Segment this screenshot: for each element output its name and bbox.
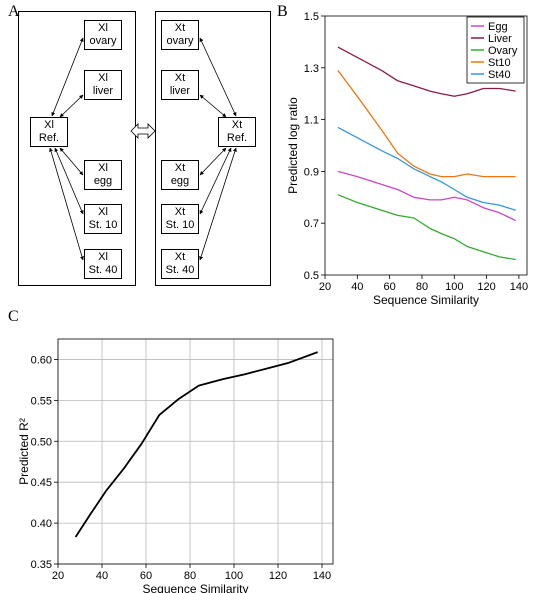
x-tick-label: 140 [313, 570, 331, 582]
x-tick-label: 140 [510, 281, 528, 293]
x-tick-label: 60 [384, 281, 396, 293]
node-xt-ref: Xt Ref. [218, 117, 256, 147]
y-axis-title: Predicted R² [17, 418, 31, 485]
node-xl-ovary: Xl ovary [84, 20, 122, 50]
series-line-st10 [337, 70, 516, 178]
x-tick-label: 80 [416, 281, 428, 293]
plot-frame [57, 338, 334, 565]
x-tick-label: 100 [225, 570, 243, 582]
xt-group-box [155, 11, 271, 286]
y-tick-label: 0.9 [304, 166, 319, 178]
node-xt-liver: Xt liver [161, 70, 199, 100]
legend-label-st10: St10 [488, 57, 511, 69]
series-line-liver [337, 46, 516, 97]
x-axis-title: Sequence Similarity [373, 293, 479, 307]
node-xt-st10: Xt St. 10 [161, 204, 199, 234]
x-tick-label: 100 [445, 281, 463, 293]
y-tick-label: 0.35 [31, 559, 52, 571]
y-tick-label: 1.5 [304, 11, 319, 23]
xl-group-box [18, 11, 136, 286]
x-axis-title: Sequence Similarity [142, 582, 248, 593]
y-tick-label: 0.45 [31, 477, 52, 489]
hollow-double-arrow-icon [130, 123, 156, 139]
series-line-st40 [337, 126, 516, 211]
panel-label-b: B [277, 3, 288, 20]
y-tick-label: 0.40 [31, 518, 52, 530]
legend-label-egg: Egg [488, 21, 508, 33]
y-tick-label: 1.3 [304, 63, 319, 75]
node-xt-ovary: Xt ovary [161, 20, 199, 50]
legend-label-ovary: Ovary [488, 45, 518, 57]
y-axis-title: Predicted log ratio [286, 97, 300, 194]
y-tick-label: 0.60 [31, 354, 52, 366]
arrow-xt-ref-ovary [199, 37, 237, 117]
node-xt-st40: Xt St. 40 [161, 249, 199, 279]
node-xl-liver: Xl liver [84, 70, 122, 100]
arrow-xl-ref-liver [59, 94, 84, 118]
node-xl-ref: Xl Ref. [30, 117, 68, 147]
series-line-ovary [337, 194, 516, 261]
node-xl-st40: Xl St. 40 [84, 249, 122, 279]
arrow-xl-ref-ovary [51, 37, 84, 117]
node-xt-egg: Xt egg [161, 160, 199, 190]
x-tick-label: 20 [319, 281, 331, 293]
x-tick-label: 20 [52, 570, 64, 582]
panel-label-a: A [8, 3, 20, 20]
x-tick-label: 120 [477, 281, 495, 293]
y-tick-label: 0.50 [31, 436, 52, 448]
arrow-xl-ref-st40 [49, 147, 84, 261]
series-line-r2 [74, 351, 318, 538]
x-tick-label: 60 [140, 570, 152, 582]
arrow-xt-ref-st40 [199, 147, 237, 261]
legend-label-liver: Liver [488, 33, 512, 45]
arrow-xt-ref-liver [199, 94, 227, 118]
node-xl-st10: Xl St. 10 [84, 204, 122, 234]
series-line-egg [337, 170, 516, 222]
y-tick-label: 1.1 [304, 115, 319, 127]
x-tick-label: 120 [269, 570, 287, 582]
y-tick-label: 0.7 [304, 218, 319, 230]
plot-frame [324, 15, 528, 276]
panel-label-c: C [8, 308, 19, 325]
legend-label-st40: St40 [488, 69, 511, 81]
x-tick-label: 40 [351, 281, 363, 293]
y-tick-label: 0.55 [31, 395, 52, 407]
node-xl-egg: Xl egg [84, 160, 122, 190]
x-tick-label: 40 [96, 570, 108, 582]
x-tick-label: 80 [184, 570, 196, 582]
y-tick-label: 0.5 [304, 270, 319, 282]
